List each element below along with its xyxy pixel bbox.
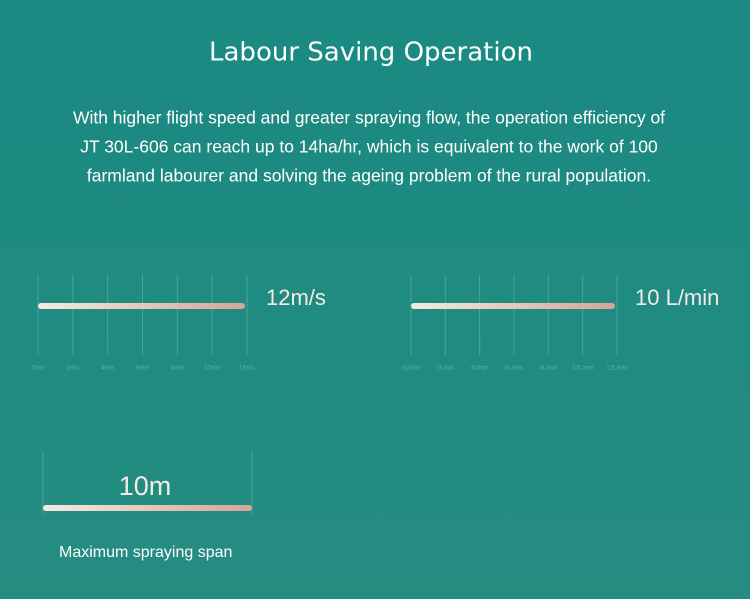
paragraph-line: JT 30L-606 can reach up to 14ha/hr, whic… (80, 137, 658, 157)
paragraph-line: With higher flight speed and greater spr… (73, 108, 665, 128)
gauge-tick-label: 10L/min (572, 366, 593, 372)
span-label: 10m (119, 471, 172, 501)
gauge-label: 10 L/min (635, 285, 719, 310)
gauge-tick-label: 10m/s (204, 366, 220, 372)
gauge-tick-label: 2L/min (436, 366, 454, 372)
gauge-tick-label: 0m/s (31, 366, 44, 372)
span-bar (43, 505, 252, 511)
gauge-bar (38, 303, 245, 309)
gauge-tick-label: 4L/min (471, 366, 489, 372)
gauge-tick-label: 2m/s (66, 366, 79, 372)
gauge-tick-label: 8L/min (539, 366, 557, 372)
gauges: 0m/s 2m/s 4m/s 6m/s 8m/s 10m/s 12m/s 12m/s 0L/mi… (31, 275, 719, 372)
gauge-tick-label: 4m/s (101, 366, 114, 372)
span-gauge: 10m Maximum spraying span (42, 452, 253, 561)
gauge-tick-label: 12m/s (239, 366, 255, 372)
gauge-tick-label: 6m/s (136, 366, 149, 372)
title: Labour Saving Operation (209, 38, 533, 68)
gauge-tick-label: 8m/s (171, 366, 184, 372)
paragraph-line: farmland labourer and solving the ageing… (87, 166, 651, 186)
gauge-tick-label: 6L/min (505, 366, 523, 372)
span-caption: Maximum spraying span (59, 544, 232, 561)
gauge-tick-label: 0L/min (402, 366, 420, 372)
gauge-bar (411, 303, 615, 309)
gauge-label: 12m/s (266, 285, 326, 310)
gauge-tick-label: 12L/min (606, 366, 627, 372)
